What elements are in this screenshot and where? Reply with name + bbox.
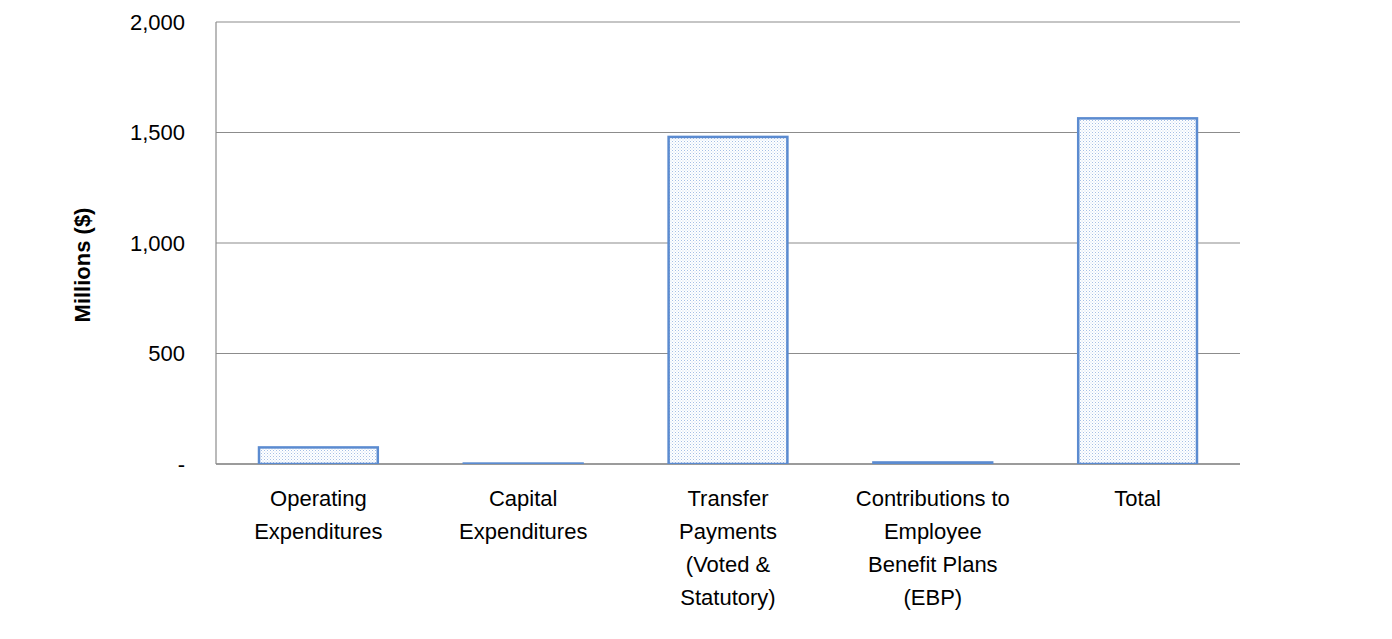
x-tick: Capital Expenditures (459, 464, 587, 544)
y-tick: 1,500 (130, 120, 185, 145)
grid-line (216, 21, 1240, 22)
x-tick-label: Contributions to Employee Benefit Plans (EB… (856, 486, 1010, 610)
x-tick-label-line: Total (1114, 486, 1160, 511)
y-tick-label: 2,000 (130, 10, 185, 35)
x-axis: Operating Expenditures Capital Expenditures… (254, 464, 1161, 610)
y-tick-label: - (178, 452, 185, 477)
x-tick-label: Transfer Payments (Voted & Statutory) (679, 486, 777, 610)
y-axis-title: Millions ($) (70, 208, 95, 323)
y-tick: 2,000 (130, 10, 185, 35)
x-tick: Contributions to Employee Benefit Plans (EB… (856, 464, 1010, 610)
x-tick-label-line: (EBP) (903, 585, 962, 610)
x-tick-label-line: Capital (489, 486, 557, 511)
x-tick-label-line: Statutory) (680, 585, 775, 610)
x-tick: Transfer Payments (Voted & Statutory) (679, 464, 777, 610)
x-tick-label-line: Contributions to (856, 486, 1010, 511)
x-tick-label-line: Employee (884, 519, 982, 544)
bar (259, 447, 378, 464)
bar (464, 462, 583, 464)
x-tick-label-line: Benefit Plans (868, 552, 998, 577)
x-tick-label-line: (Voted & (686, 552, 771, 577)
bars (259, 118, 1197, 464)
grid (216, 22, 1240, 464)
chart: - 500 1,000 1,500 2,000 Operating Expenditures… (0, 0, 1392, 639)
y-axis: - 500 1,000 1,500 2,000 (130, 10, 216, 477)
y-tick: - (178, 452, 185, 477)
y-tick-label: 500 (148, 341, 185, 366)
x-tick-label-line: Expenditures (254, 519, 382, 544)
x-tick-label: Total (1114, 486, 1160, 511)
y-tick-label: 1,500 (130, 120, 185, 145)
x-tick: Total (1114, 464, 1160, 511)
bar (1078, 118, 1197, 464)
x-tick-label-line: Expenditures (459, 519, 587, 544)
bar (873, 462, 992, 464)
bar (669, 137, 788, 464)
y-tick-label: 1,000 (130, 231, 185, 256)
y-tick: 1,000 (130, 231, 185, 256)
x-tick-label-line: Payments (679, 519, 777, 544)
x-tick-label-line: Operating (270, 486, 367, 511)
y-axis-line (215, 22, 216, 464)
x-tick: Operating Expenditures (254, 464, 382, 544)
y-tick: 500 (148, 341, 185, 366)
x-tick-label-line: Transfer (687, 486, 768, 511)
x-tick-label: Operating Expenditures (254, 486, 382, 544)
x-tick-label: Capital Expenditures (459, 486, 587, 544)
